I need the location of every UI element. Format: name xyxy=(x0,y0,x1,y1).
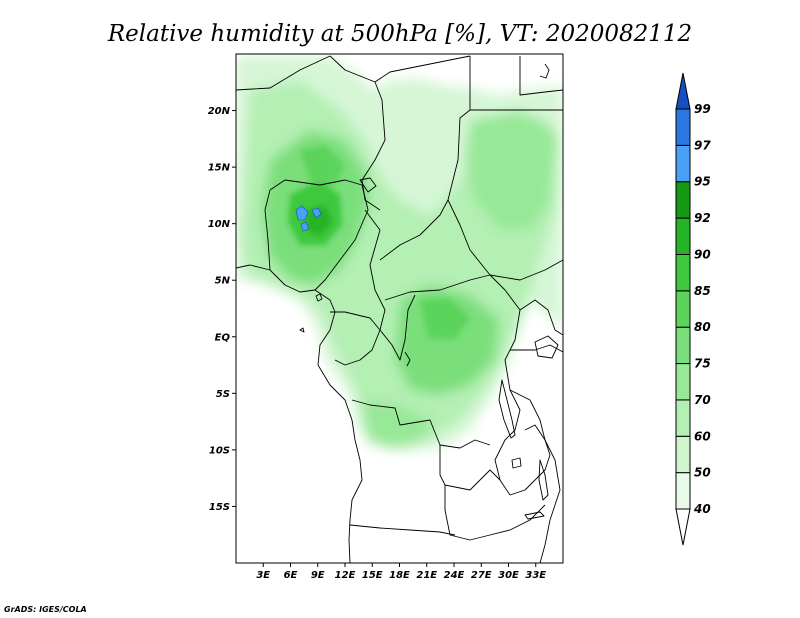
bioko-island xyxy=(315,293,323,302)
border-car-north xyxy=(379,199,449,261)
colorbar-segment xyxy=(675,108,691,146)
lake-malawi xyxy=(538,459,549,501)
lake-mweru xyxy=(511,457,522,469)
border-cameroon-car xyxy=(364,209,386,331)
colorbar-level-label: 85 xyxy=(694,284,711,298)
lon-tick-label: 30E xyxy=(498,570,519,581)
colorbar-segment xyxy=(675,399,691,437)
border-sudan-west xyxy=(447,56,491,276)
colorbar-level-label: 40 xyxy=(693,502,711,516)
colorbar-level-label: 50 xyxy=(694,466,711,480)
lat-tick-label: 5S xyxy=(216,389,230,400)
map-title: Relative humidity at 500hPa [%], VT: 202… xyxy=(107,21,692,47)
border-tanzania xyxy=(509,389,546,441)
lat-tick-label: 5N xyxy=(215,276,231,287)
credit-label: GrADS: IGES/COLA xyxy=(4,605,87,614)
border-mozambique xyxy=(539,439,561,563)
colorbar-level-label: 60 xyxy=(694,429,711,443)
lake-kariba xyxy=(524,511,545,520)
border-gabon-congo xyxy=(330,311,381,366)
border-angola-drc xyxy=(351,399,491,449)
longitude-axis: 3E 6E 9E 12E 15E 18E 21E 24E 27E 30E 33E xyxy=(256,563,546,581)
colorbar-level-label: 80 xyxy=(694,320,711,334)
lat-tick-label: 20N xyxy=(208,106,231,117)
lon-tick-label: 15E xyxy=(362,570,383,581)
lake-chad xyxy=(359,177,377,193)
border-drc-east xyxy=(494,289,521,496)
border-sahara-north xyxy=(236,55,331,91)
country-borders xyxy=(236,55,563,563)
colorbar-segment xyxy=(675,290,691,328)
lat-tick-label: 10N xyxy=(208,219,231,230)
lon-tick-label: 3E xyxy=(256,570,270,581)
colorbar-segment xyxy=(675,435,691,474)
border-nigeria-cameroon xyxy=(314,184,369,291)
colorbar-level-label: 90 xyxy=(694,247,711,261)
lon-tick-label: 6E xyxy=(284,570,298,581)
colorbar-level-label: 92 xyxy=(694,211,711,225)
colorbar-level-label: 95 xyxy=(694,175,711,189)
border-libya-chad xyxy=(374,55,471,83)
humidity-region-75c xyxy=(465,110,555,230)
humidity-field xyxy=(236,56,563,452)
humidity-region-85b xyxy=(300,145,345,185)
border-zambia-south xyxy=(444,485,546,541)
border-angola-namibia xyxy=(349,524,456,536)
colorbar-level-label: 99 xyxy=(694,102,711,116)
border-uganda-kenya xyxy=(519,299,563,336)
lat-tick-label: 10S xyxy=(209,445,230,456)
border-car-south xyxy=(384,274,506,301)
plot-area: 20N 15N 10N 5N EQ 5S 10S 15S 3E 6E 9E 12E 15E 18E 21E… xyxy=(208,53,564,581)
colorbar-low-arrow xyxy=(675,508,691,546)
colorbar-level-label: 97 xyxy=(694,138,711,152)
red-sea-coast xyxy=(539,63,550,79)
colorbar-segment xyxy=(675,181,691,219)
latitude-axis: 20N 15N 10N 5N EQ 5S 10S 15S xyxy=(208,106,236,513)
lake-tanganyika xyxy=(498,379,516,439)
border-nigeria-west xyxy=(264,189,271,271)
colorbar-segment xyxy=(675,253,691,292)
colorbar-level-label: 75 xyxy=(694,357,711,371)
border-sahara-east xyxy=(519,56,563,96)
border-angola-zambia xyxy=(439,445,501,491)
humidity-region-90 xyxy=(305,205,333,236)
humidity-region-85c xyxy=(420,298,470,340)
lon-tick-label: 33E xyxy=(525,570,546,581)
colorbar-segment xyxy=(675,363,691,401)
humidity-region-95-spot2 xyxy=(311,207,322,219)
colorbar-segment xyxy=(675,326,691,365)
coastline-west-africa xyxy=(236,264,363,563)
border-zambia-east xyxy=(509,424,551,496)
colorbar-segment xyxy=(675,472,691,510)
lake-victoria xyxy=(534,335,559,359)
border-nigeria-north xyxy=(269,179,363,191)
lon-tick-label: 21E xyxy=(416,570,437,581)
colorbar-segment xyxy=(675,144,691,183)
sao-tome-island xyxy=(299,327,305,333)
lon-tick-label: 12E xyxy=(335,570,356,581)
colorbar: 40 50 60 70 75 80 85 90 92 95 97 99 xyxy=(675,72,711,546)
humidity-region-95-spot1 xyxy=(295,205,309,221)
humidity-region-75d xyxy=(360,400,430,448)
border-drc-west xyxy=(379,294,416,361)
lat-tick-label: 15S xyxy=(209,502,230,513)
humidity-region-95-spot3 xyxy=(300,221,310,232)
lon-tick-label: 18E xyxy=(389,570,410,581)
border-south-sudan xyxy=(489,259,563,281)
humidity-region-75b xyxy=(395,285,500,395)
lat-tick-label: 15N xyxy=(208,163,231,174)
lon-tick-label: 9E xyxy=(311,570,325,581)
congo-river-mark xyxy=(404,351,411,367)
colorbar-level-label: 70 xyxy=(694,393,711,407)
colorbar-high-arrow xyxy=(675,72,691,110)
lon-tick-label: 24E xyxy=(444,570,465,581)
lon-tick-label: 27E xyxy=(471,570,492,581)
colorbar-segment xyxy=(675,217,691,255)
lat-tick-label: EQ xyxy=(215,332,231,343)
